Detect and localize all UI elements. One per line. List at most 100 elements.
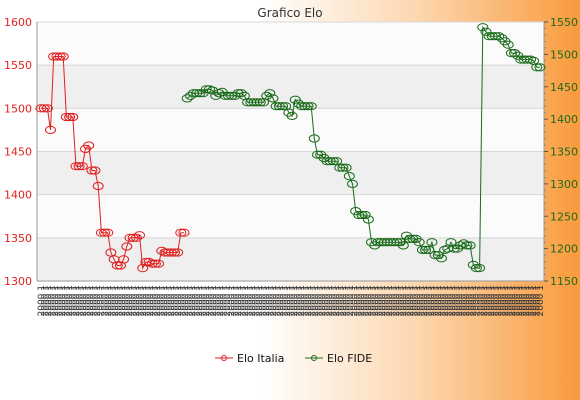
series-point-1 <box>67 112 79 122</box>
x-tick-label: 2000 1 <box>181 285 191 317</box>
plot-band <box>37 151 544 195</box>
x-tick-label: 2000 1 <box>424 285 434 317</box>
series-point-2 <box>264 89 276 98</box>
legend: Elo Italia Elo FIDE <box>215 352 372 365</box>
x-tick-label: 2000 1 <box>410 285 420 317</box>
x-tick-label: 2000 1 <box>62 285 72 317</box>
x-tick-label: 2000 1 <box>227 285 237 317</box>
x-tick-label: 2000 1 <box>114 285 124 317</box>
x-tick-label: 2000 1 <box>497 285 507 317</box>
series-point-2 <box>356 210 368 220</box>
series-point-2 <box>353 210 365 220</box>
series-point-2 <box>289 95 301 104</box>
series-point-1 <box>127 233 139 242</box>
x-tick-label: 2000 1 <box>360 285 370 317</box>
series-point-1 <box>102 228 114 237</box>
series-point-1 <box>38 104 50 113</box>
x-tick-label: 2000 1 <box>487 285 497 317</box>
series-point-1 <box>89 166 101 175</box>
x-tick-label: 2000 1 <box>378 285 388 317</box>
x-tick-label: 2000 1 <box>48 285 58 317</box>
series-point-2 <box>461 241 473 250</box>
left-tick-label: 1600 <box>4 16 32 29</box>
x-tick-label: 2000 1 <box>93 285 103 317</box>
x-tick-label: 2000 1 <box>483 285 493 317</box>
series-point-1 <box>35 104 47 113</box>
x-tick-label: 2000 1 <box>381 285 391 317</box>
series-point-2 <box>426 238 438 247</box>
series-point-2 <box>477 23 489 32</box>
x-tick-label: 2000 1 <box>86 285 96 317</box>
series-point-2 <box>324 157 336 166</box>
x-tick-label: 2000 1 <box>536 285 546 317</box>
x-tick-label: 2000 1 <box>230 285 240 317</box>
chart-title: Grafico Elo <box>257 6 322 20</box>
x-tick-label: 2000 1 <box>339 285 349 317</box>
series-point-1 <box>57 52 69 61</box>
x-tick-label: 2000 1 <box>455 285 465 317</box>
series-point-2 <box>200 85 212 94</box>
series-point-2 <box>213 89 225 98</box>
legend-entry: Elo FIDE <box>327 352 372 365</box>
x-tick-label: 2000 1 <box>142 285 152 317</box>
series-point-2 <box>184 91 196 100</box>
x-tick-label: 2000 1 <box>395 285 405 317</box>
legend-swatch-marker <box>311 355 317 361</box>
series-point-1 <box>146 259 158 268</box>
left-tick-label: 1350 <box>4 232 32 245</box>
series-point-1 <box>149 259 161 268</box>
x-tick-label: 2000 1 <box>265 285 275 317</box>
x-tick-label: 2000 1 <box>371 285 381 317</box>
x-tick-label: 2000 1 <box>388 285 398 317</box>
x-tick-label: 2000 1 <box>167 285 177 317</box>
plot-band <box>37 65 544 109</box>
series-point-2 <box>204 85 215 94</box>
x-tick-label: 2000 1 <box>417 285 427 317</box>
series-point-1 <box>121 242 133 251</box>
series-point-1 <box>169 248 180 257</box>
x-tick-label: 2000 1 <box>90 285 100 317</box>
x-tick-label: 2000 1 <box>55 285 65 317</box>
x-tick-label: 2000 1 <box>494 285 504 317</box>
series-point-1 <box>111 261 123 270</box>
x-tick-label: 2000 1 <box>269 285 279 317</box>
x-tick-label: 2000 1 <box>511 285 521 317</box>
x-tick-label: 2000 1 <box>153 285 163 317</box>
x-tick-label: 2000 1 <box>234 285 244 317</box>
x-tick-label: 2000 1 <box>44 285 54 317</box>
x-tick-label: 2000 1 <box>448 285 458 317</box>
series-point-2 <box>505 49 517 58</box>
series-point-1 <box>60 112 72 122</box>
x-tick-label: 2000 1 <box>150 285 160 317</box>
series-point-2 <box>181 94 193 103</box>
series-point-2 <box>470 264 482 273</box>
x-tick-label: 2000 1 <box>287 285 297 317</box>
x-tick-label: 2000 1 <box>72 285 82 317</box>
x-tick-label: 2000 1 <box>297 285 307 317</box>
series-point-2 <box>397 241 409 250</box>
x-tick-label: 2000 1 <box>132 285 142 317</box>
series-point-2 <box>359 210 371 220</box>
x-tick-label: 2000 1 <box>459 285 469 317</box>
x-tick-label: 2000 1 <box>399 285 409 317</box>
right-tick-label: 1250 <box>550 210 578 223</box>
x-tick-label: 2000 1 <box>452 285 462 317</box>
series-point-2 <box>261 91 273 100</box>
series-point-2 <box>502 40 514 49</box>
x-tick-label: 2000 1 <box>431 285 441 317</box>
series-point-1 <box>118 255 130 264</box>
series-point-2 <box>413 238 425 247</box>
x-tick-label: 2000 1 <box>374 285 384 317</box>
series-point-2 <box>493 32 505 41</box>
x-tick-label: 2000 1 <box>515 285 525 317</box>
series-point-1 <box>86 166 98 175</box>
x-tick-label: 2000 1 <box>336 285 346 317</box>
x-tick-label: 2000 1 <box>441 285 451 317</box>
series-point-2 <box>525 55 536 64</box>
x-tick-label: 2000 1 <box>329 285 339 317</box>
series-point-2 <box>423 245 435 254</box>
series-point-2 <box>305 102 317 111</box>
x-tick-label: 2000 1 <box>65 285 75 317</box>
